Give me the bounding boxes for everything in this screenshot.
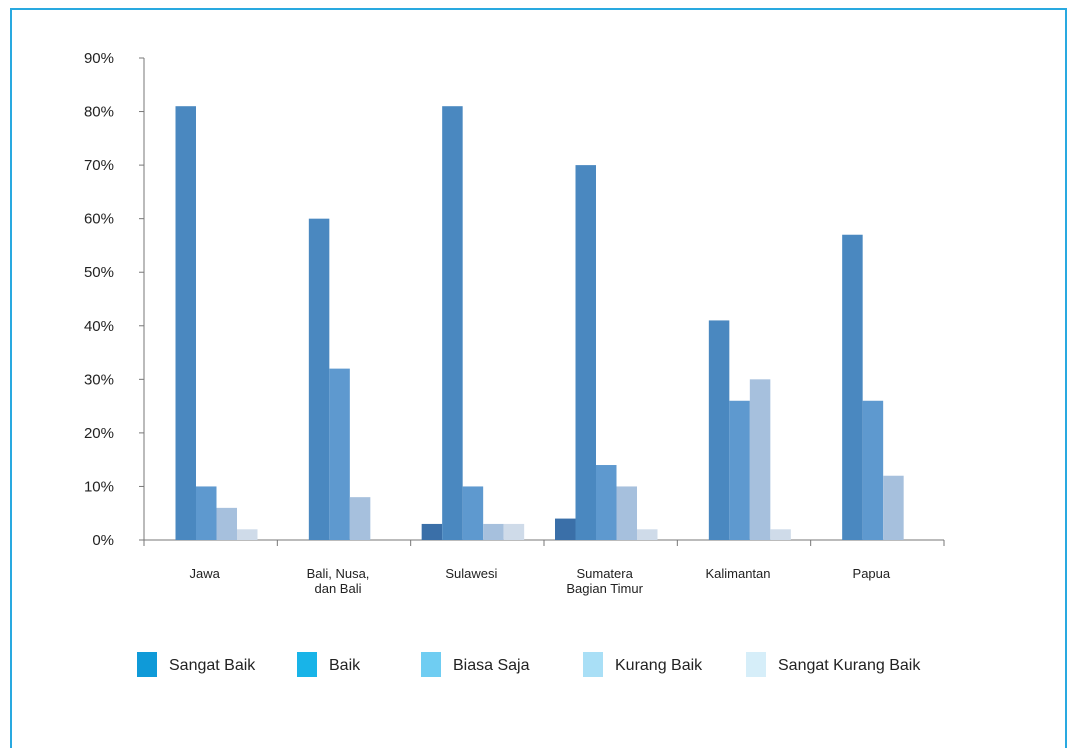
y-tick-label: 60% [84, 211, 114, 228]
bar [349, 497, 371, 540]
x-tick-label: Sulawesi [445, 566, 497, 581]
bar [729, 400, 750, 540]
y-tick-label: 30% [84, 371, 114, 388]
bar [883, 475, 904, 540]
bar [421, 523, 443, 540]
legend-swatch [421, 652, 441, 677]
legend-label: Biasa Saja [453, 657, 530, 674]
y-tick-label: 20% [84, 425, 114, 442]
bar [308, 218, 330, 540]
x-tick-label: Jawa [189, 566, 220, 581]
bar [237, 529, 258, 540]
legend-label: Sangat Kurang Baik [778, 657, 921, 674]
legend-label: Kurang Baik [615, 657, 703, 674]
bar [503, 523, 525, 540]
legend-swatch [297, 652, 317, 677]
y-tick-label: 90% [84, 50, 114, 67]
bar [637, 529, 658, 540]
bar [616, 486, 637, 540]
bar [175, 106, 196, 540]
legend-swatch [583, 652, 603, 677]
y-tick-label: 0% [92, 532, 114, 549]
bar [862, 400, 884, 540]
bar [483, 523, 504, 540]
bar [770, 529, 791, 540]
x-tick-label: Kalimantan [705, 566, 770, 581]
x-tick-label: Bali, Nusa, dan Bali [307, 566, 370, 596]
legend-label: Sangat Baik [169, 657, 256, 674]
bar [196, 486, 217, 540]
bar [708, 320, 730, 540]
legend-swatch [746, 652, 766, 677]
x-tick-label: Sumatera Bagian Timur [566, 566, 643, 596]
bar [749, 379, 771, 540]
y-tick-label: 40% [84, 318, 114, 335]
bar [555, 518, 576, 540]
chart-frame [10, 8, 1067, 748]
y-tick-label: 70% [84, 157, 114, 174]
bar [442, 106, 463, 540]
legend-label: Baik [329, 657, 361, 674]
bar [596, 465, 617, 540]
bar [842, 234, 863, 540]
y-tick-label: 50% [84, 264, 114, 281]
y-tick-label: 10% [84, 478, 114, 495]
x-tick-label: Papua [853, 566, 891, 581]
y-tick-label: 80% [84, 104, 114, 121]
bar [462, 486, 484, 540]
legend-swatch [137, 652, 157, 677]
bar [329, 368, 350, 540]
bar [216, 507, 237, 540]
bar [575, 165, 596, 540]
